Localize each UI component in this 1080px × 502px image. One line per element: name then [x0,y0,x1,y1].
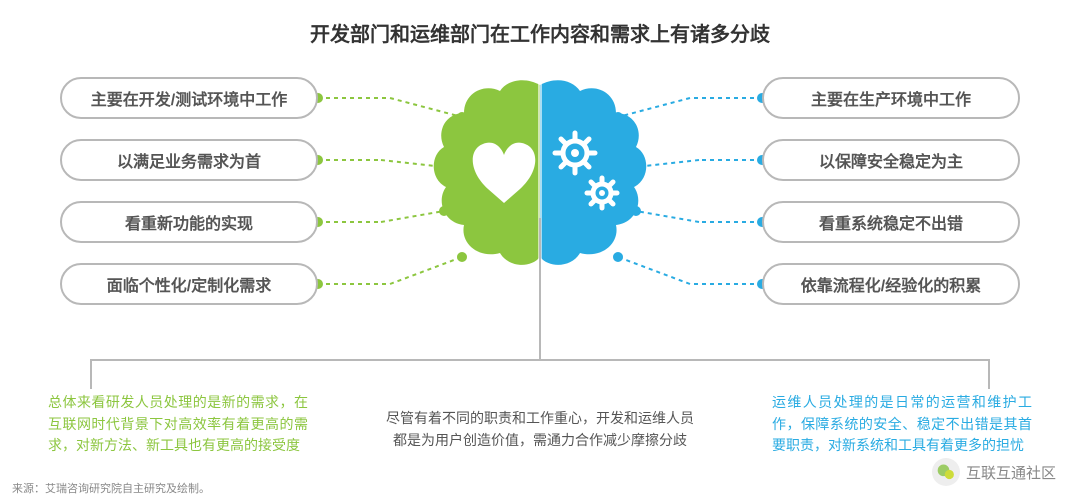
source-text: 来源：艾瑞咨询研究院自主研究及绘制。 [12,480,210,496]
left-item-4: 面临个性化/定制化需求 [60,263,318,305]
center-summary: 尽管有着不同的职责和工作重心，开发和运维人员都是为用户创造价值，需通力合作减少摩… [380,408,700,451]
right-summary: 运维人员处理的是日常的运营和维护工作，保障系统的安全、稳定不出错是其首要职责，对… [772,392,1032,457]
branch-line-right [540,359,990,361]
right-item-1: 主要在生产环境中工作 [762,77,1020,119]
right-item-2: 以保障安全稳定为主 [762,139,1020,181]
watermark: 互联互通社区 [926,456,1062,488]
right-item-3: 看重系统稳定不出错 [762,201,1020,243]
watermark-text: 互联互通社区 [966,462,1056,483]
stem-line [539,218,541,360]
left-item-2: 以满足业务需求为首 [60,139,318,181]
branch-line-left [90,359,540,361]
left-summary: 总体来看研发人员处理的是新的需求，在互联网时代背景下对高效率有着更高的需求，对新… [48,392,308,457]
drop-line-right [988,359,990,389]
drop-line-left [90,359,92,389]
page-title: 开发部门和运维部门在工作内容和需求上有诸多分歧 [0,0,1080,47]
wechat-icon [932,458,960,486]
left-item-1: 主要在开发/测试环境中工作 [60,77,318,119]
brain-right [540,80,646,265]
left-item-3: 看重新功能的实现 [60,201,318,243]
right-item-4: 依靠流程化/经验化的积累 [762,263,1020,305]
